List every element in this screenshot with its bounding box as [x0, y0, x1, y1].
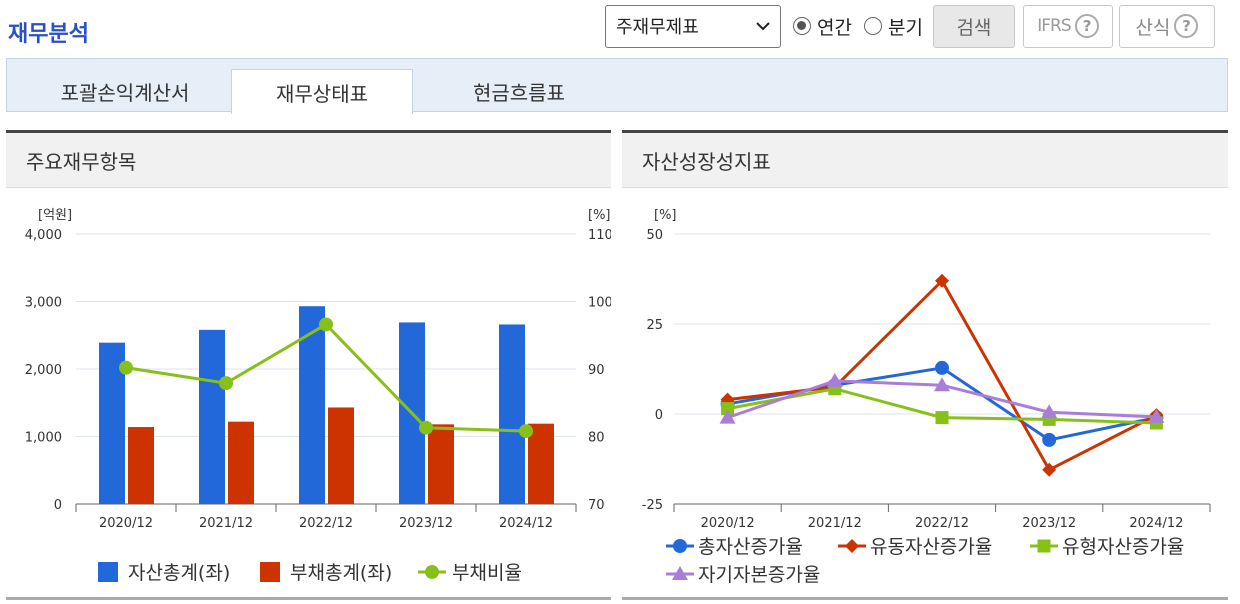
legend-swatch [425, 565, 439, 579]
legend-label: 유동자산증가율 [870, 536, 992, 558]
y-unit: [%] [654, 208, 677, 223]
x-tick-label: 2024/12 [1129, 516, 1183, 531]
x-tick-label: 2022/12 [299, 516, 353, 531]
legend-label: 부채비율 [452, 562, 522, 584]
y-left-unit: [억원] [38, 208, 72, 223]
help-icon: ? [1174, 14, 1199, 38]
legend-swatch [1037, 539, 1051, 553]
y-left-tick-label: 3,000 [25, 296, 62, 311]
bar-liabilities [228, 421, 254, 504]
key-financials-chart: 0 1,000 2,000 3,000 4,000 70 80 90 100 110 [억원] [%]… [25, 208, 611, 584]
tab-income-statement[interactable]: 포괄손익계산서 [60, 80, 190, 105]
controls-bar: 주재무제표 연간 분기 검색 IFRS ? 산식 ? [605, 4, 1215, 48]
y-right-tick-label: 100 [588, 296, 611, 311]
point-equity-growth [1148, 408, 1165, 423]
panel-title: 주요재무항목 [6, 133, 611, 188]
series-line-debt-ratio [125, 322, 527, 433]
point-debt-ratio [419, 420, 433, 435]
legend-swatch [845, 539, 859, 553]
legend-swatch [260, 562, 280, 582]
legend-label: 부채총계(좌) [290, 562, 392, 584]
formula-help-button[interactable]: 산식 ? [1118, 4, 1215, 48]
tab-cash-flow[interactable]: 현금흐름표 [473, 80, 565, 105]
point-current-assets-growth [935, 273, 949, 288]
radio-annual[interactable]: 연간 [793, 13, 852, 40]
y-right-tick-label: 110 [588, 228, 611, 243]
statement-tabs: 포괄손익계산서 재무상태표 현금흐름표 [6, 58, 1228, 114]
bar-liabilities [528, 423, 554, 504]
bar-assets [199, 329, 225, 504]
point-debt-ratio [319, 317, 333, 332]
y-tick-label: -25 [642, 498, 663, 513]
bar-liabilities [428, 424, 454, 504]
y-right-tick-label: 80 [588, 431, 605, 446]
y-right-tick-label: 70 [588, 498, 605, 513]
legend-label: 자산총계(좌) [128, 562, 230, 584]
x-tick-label: 2020/12 [99, 516, 153, 531]
x-tick-label: 2020/12 [701, 516, 755, 531]
help-icon: ? [1074, 14, 1099, 38]
panel-title: 자산성장성지표 [622, 133, 1228, 188]
y-right-unit: [%] [588, 208, 611, 223]
chevron-down-icon [756, 22, 770, 31]
point-debt-ratio [219, 376, 233, 391]
point-equity-growth [826, 372, 843, 387]
search-button[interactable]: 검색 [932, 4, 1015, 48]
key-financials-panel: 주요재무항목 0 1,000 2,000 3,000 4,000 70 80 90 100 110… [6, 130, 611, 600]
x-tick-label: 2022/12 [915, 516, 969, 531]
y-left-tick-label: 2,000 [25, 363, 62, 378]
legend-swatch [98, 562, 118, 582]
legend-label: 유형자산증가율 [1062, 536, 1184, 558]
ifrs-help-button[interactable]: IFRS ? [1022, 4, 1113, 48]
point-total-assets-growth [1042, 432, 1057, 447]
point-current-assets-growth [1042, 462, 1057, 477]
legend-swatch [672, 566, 688, 580]
point-tangible-assets-growth [935, 411, 949, 425]
y-tick-label: 25 [646, 318, 663, 333]
radio-quarter[interactable]: 분기 [863, 13, 923, 40]
y-tick-label: 50 [646, 228, 663, 243]
asset-growth-chart: -25 0 25 50 [%] 2020/12 2021/12 2022/12 2023/12 2… [642, 208, 1211, 586]
ifrs-label: IFRS [1037, 16, 1071, 36]
bar-liabilities [328, 407, 354, 504]
x-tick-label: 2023/12 [399, 516, 453, 531]
legend-label: 자기자본증가율 [698, 564, 820, 586]
y-left-tick-label: 0 [54, 498, 62, 513]
statement-select-value: 주재무제표 [616, 17, 699, 38]
statement-select[interactable]: 주재무제표 [605, 4, 781, 48]
y-tick-label: 0 [655, 408, 663, 423]
point-tangible-assets-growth [721, 402, 735, 416]
x-tick-label: 2023/12 [1022, 516, 1076, 531]
y-right-tick-label: 90 [588, 363, 605, 378]
radio-annual-label: 연간 [817, 16, 852, 39]
asset-growth-panel: 자산성장성지표 -25 0 25 50 [%] 2020/12 2021/12 2022/12… [622, 130, 1228, 600]
bar-assets [299, 306, 325, 504]
radio-checked-icon [793, 17, 811, 35]
series-line-current-assets-growth [727, 278, 1158, 472]
legend-swatch [673, 539, 687, 553]
formula-label: 산식 [1135, 16, 1171, 39]
x-tick-label: 2021/12 [199, 516, 253, 531]
radio-unchecked-icon [863, 17, 882, 35]
y-left-tick-label: 4,000 [25, 228, 62, 243]
point-equity-growth [934, 377, 950, 392]
radio-quarter-label: 분기 [887, 16, 923, 39]
y-left-tick-label: 1,000 [25, 431, 62, 446]
page-title: 재무분석 [8, 22, 89, 47]
tab-balance-sheet[interactable]: 재무상태표 [231, 69, 413, 114]
point-equity-growth [719, 409, 736, 424]
point-equity-growth [1041, 404, 1058, 419]
point-total-assets-growth [935, 360, 949, 375]
bar-assets [499, 324, 525, 504]
legend-label: 총자산증가율 [698, 536, 803, 558]
bar-liabilities [128, 427, 154, 504]
x-tick-label: 2024/12 [499, 516, 553, 531]
x-tick-label: 2021/12 [808, 516, 862, 531]
point-debt-ratio [519, 424, 533, 439]
point-debt-ratio [119, 360, 133, 375]
